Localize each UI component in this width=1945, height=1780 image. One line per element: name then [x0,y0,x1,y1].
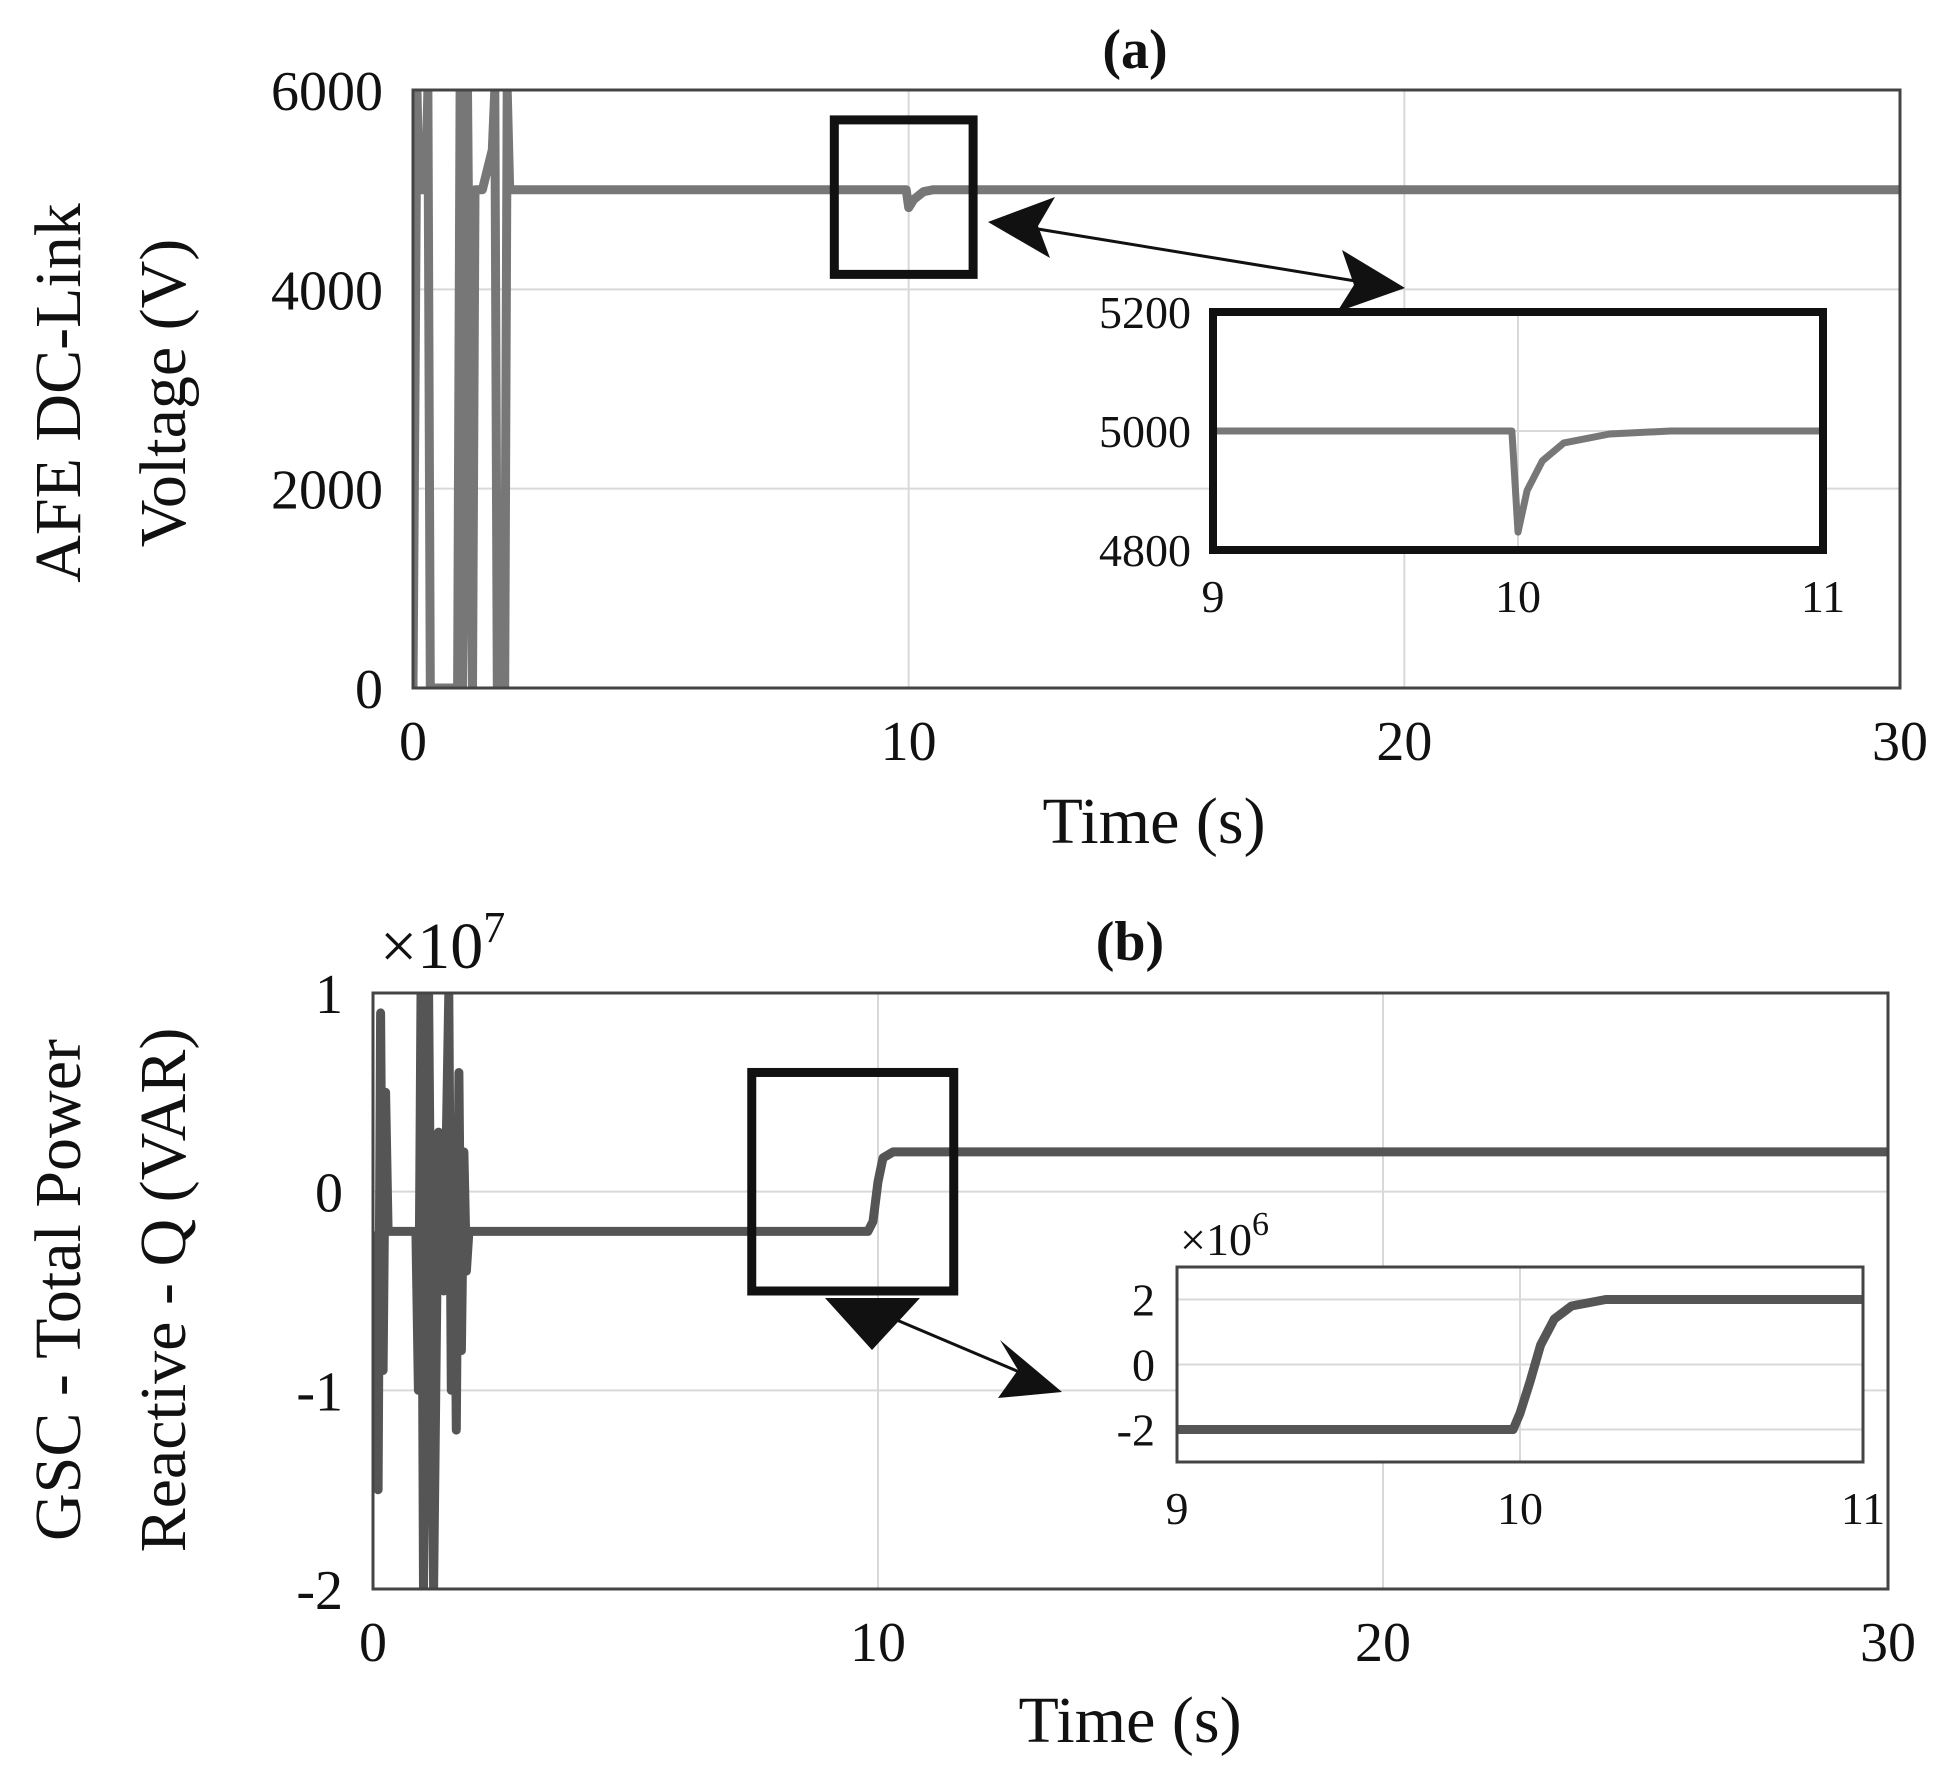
panel-b-inset-y-ticks: -2 0 2 [1117,1275,1155,1456]
b-x-tick-label: 10 [850,1612,906,1674]
a-y-tick-label: 2000 [271,460,383,522]
b-y-tick-label: -1 [296,1361,343,1423]
panel-b-y-label-line1: GSC - Total Power [22,1039,95,1541]
panel-b-inset: -2 0 2 9 10 11 ×106 [1117,1206,1885,1534]
panel-a-title: (a) [1102,19,1167,81]
bi-series-line [1177,1295,1863,1434]
panel-a-y-ticks: 0 2000 4000 6000 [271,61,383,721]
panel-b-zoom-arrow [825,1298,1062,1398]
panel-a-inset-y-ticks: 4800 5000 5200 [1099,287,1191,576]
b-y-tick-label: 0 [315,1163,343,1225]
a-y-tick-label: 6000 [271,61,383,123]
panel-a-series [413,90,1900,688]
panel-b-zoom-box [747,1067,959,1296]
panel-b-title: (b) [1096,911,1164,973]
a-x-tick-label: 0 [399,711,427,773]
panel-b-axes-frame [371,991,1890,1591]
panel-a-inset-x-ticks: 9 10 11 [1202,571,1846,622]
panel-a-y-label-line2: Voltage (V) [127,239,200,548]
panel-b-multiplier-base: ×10 [380,910,483,983]
a-y-tick-label: 0 [355,659,383,721]
panel-a-zoom-arrow [988,197,1405,312]
ai-y-tick-label: 5200 [1099,287,1191,338]
panel-b-y-label-line2: Reactive - Q (VAR) [127,1028,200,1553]
panel-b: (b) -2-101 0 10 20 30 ×107 Time (s) GSC - T… [22,903,1916,1757]
panel-b-inset-x-ticks: 9 10 11 [1166,1483,1886,1534]
panel-a-inset: 4800 5000 5200 9 10 11 [1099,287,1845,622]
bi-x-tick-label: 10 [1497,1483,1543,1534]
b-x-tick-label: 20 [1355,1612,1411,1674]
ai-series-line [1213,427,1823,536]
b-series-line [373,993,1888,1589]
panel-b-y-ticks: -2 -1 0 1 [296,964,343,1622]
panel-b-inset-multiplier-exponent: 6 [1252,1206,1269,1243]
panel-b-multiplier-exponent: 7 [483,903,505,952]
b-y-tick-label: 1 [315,964,343,1026]
panel-b-series [373,993,1888,1589]
b-y-tick-label: -2 [296,1560,343,1622]
panel-b-inset-series [1177,1295,1863,1434]
panel-b-inset-multiplier: ×106 [1180,1206,1269,1265]
panel-b-inset-multiplier-base: ×10 [1180,1214,1252,1265]
ai-x-tick-label: 10 [1495,571,1541,622]
panel-b-x-label: Time (s) [1018,1684,1241,1757]
panel-b-x-ticks: 0 10 20 30 [359,1612,1916,1674]
a-x-tick-label: 30 [1872,711,1928,773]
ai-y-tick-label: 5000 [1099,406,1191,457]
a-series-line [413,90,1900,688]
panel-a-x-ticks: 0 10 20 30 [399,711,1928,773]
b-x-tick-label: 30 [1860,1612,1916,1674]
bi-y-tick-label: -2 [1117,1405,1155,1456]
a-x-tick-label: 10 [881,711,937,773]
panel-b-inset-frame [1175,1265,1865,1464]
panel-a-inset-series [1213,427,1823,536]
a-y-tick-label: 4000 [271,260,383,322]
bi-y-tick-label: 2 [1132,1275,1155,1326]
bi-y-tick-label: 0 [1132,1340,1155,1391]
ai-y-tick-label: 4800 [1099,525,1191,576]
panel-a-y-label-line1: AFE DC-Link [22,203,95,583]
panel-a-axes-frame [411,88,1902,690]
ai-x-tick-label: 11 [1801,571,1845,622]
panel-b-multiplier: ×107 [380,903,505,983]
panel-a-zoom-box [829,115,978,279]
ai-x-tick-label: 9 [1202,571,1225,622]
panel-a: (a) 0 2000 4000 6000 0 10 20 30 Time (s) AFE D… [22,19,1928,858]
panel-a-x-label: Time (s) [1042,785,1265,858]
bi-x-tick-label: 11 [1841,1483,1885,1534]
a-x-tick-label: 20 [1376,711,1432,773]
b-x-tick-label: 0 [359,1612,387,1674]
bi-x-tick-label: 9 [1166,1483,1189,1534]
panel-a-inset-frame [1209,308,1827,554]
